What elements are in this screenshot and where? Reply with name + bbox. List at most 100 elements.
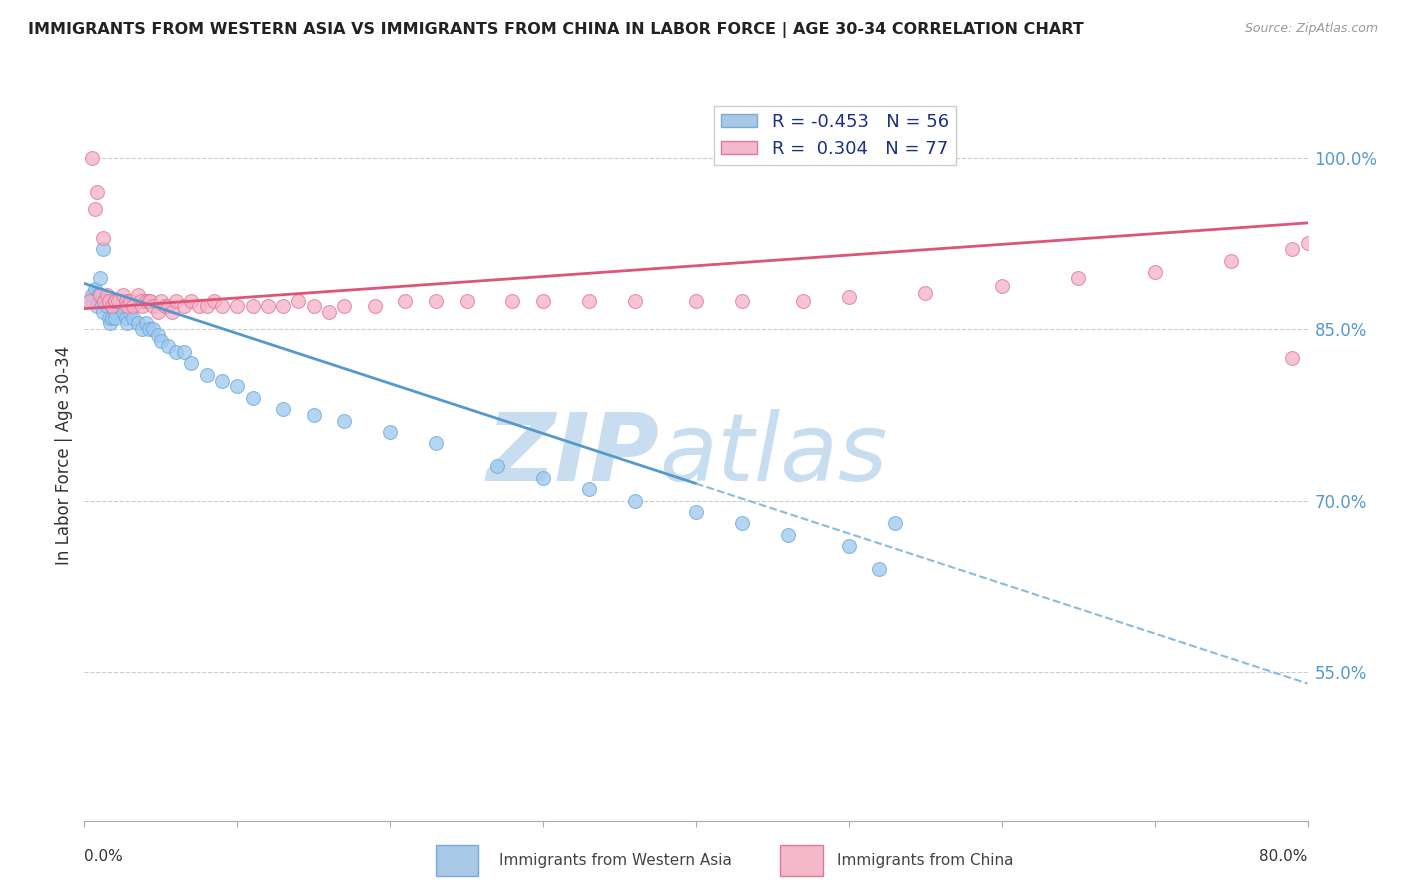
Point xyxy=(84,202,107,217)
Point xyxy=(138,293,160,308)
Point xyxy=(302,299,325,313)
Point xyxy=(195,368,218,382)
Point xyxy=(425,293,447,308)
Point xyxy=(101,299,124,313)
Point xyxy=(122,299,145,313)
Point xyxy=(883,516,905,531)
Point xyxy=(114,310,136,325)
FancyBboxPatch shape xyxy=(780,846,823,876)
Point xyxy=(87,288,110,302)
Point xyxy=(120,293,142,308)
Point xyxy=(98,317,121,331)
Point xyxy=(86,299,108,313)
Point xyxy=(80,288,103,302)
Point xyxy=(869,562,891,576)
Point xyxy=(157,339,180,353)
Point xyxy=(287,293,309,308)
Point xyxy=(157,299,180,313)
Point xyxy=(91,242,114,256)
Point xyxy=(111,288,134,302)
Point xyxy=(127,288,149,302)
Text: Immigrants from Western Asia: Immigrants from Western Asia xyxy=(499,854,733,868)
Point xyxy=(531,471,554,485)
Point xyxy=(1343,334,1365,348)
Point xyxy=(991,278,1014,293)
Point xyxy=(333,414,356,428)
Point xyxy=(146,327,169,342)
Point xyxy=(89,288,111,302)
Point xyxy=(80,151,103,165)
Point xyxy=(1312,231,1334,245)
Point xyxy=(333,299,356,313)
Point xyxy=(1372,345,1395,359)
Point xyxy=(271,402,294,417)
Point xyxy=(624,493,647,508)
Point xyxy=(142,322,165,336)
Point xyxy=(101,310,124,325)
Point xyxy=(188,299,211,313)
Point xyxy=(173,299,195,313)
Point xyxy=(531,293,554,308)
Point xyxy=(91,231,114,245)
Point xyxy=(111,305,134,319)
Point xyxy=(77,293,100,308)
Point xyxy=(131,299,153,313)
Point xyxy=(914,285,936,300)
Text: Immigrants from China: Immigrants from China xyxy=(837,854,1014,868)
Point xyxy=(104,293,127,308)
Point xyxy=(138,322,160,336)
Point xyxy=(1220,253,1243,268)
Point xyxy=(211,374,233,388)
Point xyxy=(456,293,478,308)
Point xyxy=(502,293,524,308)
Point xyxy=(114,293,136,308)
Point xyxy=(318,305,340,319)
Text: Source: ZipAtlas.com: Source: ZipAtlas.com xyxy=(1244,22,1378,36)
Point xyxy=(96,293,118,308)
Point xyxy=(131,322,153,336)
Point xyxy=(180,356,202,371)
Point xyxy=(1388,351,1406,365)
Point xyxy=(160,305,183,319)
Text: ZIP: ZIP xyxy=(486,409,659,501)
Point xyxy=(578,293,600,308)
Point xyxy=(1281,351,1303,365)
Point xyxy=(838,539,860,553)
Point xyxy=(226,299,249,313)
Point xyxy=(195,299,218,313)
Point xyxy=(142,299,165,313)
Point xyxy=(1281,242,1303,256)
Point xyxy=(135,317,157,331)
Point xyxy=(93,293,115,308)
Point xyxy=(364,299,387,313)
Point xyxy=(107,293,129,308)
Point xyxy=(1143,265,1166,279)
Point xyxy=(115,317,138,331)
Point xyxy=(104,305,127,319)
Point xyxy=(731,293,754,308)
Point xyxy=(731,516,754,531)
Point xyxy=(149,334,172,348)
Point xyxy=(257,299,280,313)
Point xyxy=(1358,345,1381,359)
Text: 0.0%: 0.0% xyxy=(84,849,124,864)
Point xyxy=(146,305,169,319)
Point xyxy=(578,482,600,496)
Point xyxy=(242,391,264,405)
Point xyxy=(89,270,111,285)
Point xyxy=(776,528,799,542)
Point xyxy=(135,293,157,308)
Point xyxy=(624,293,647,308)
Text: atlas: atlas xyxy=(659,409,887,500)
Point xyxy=(139,293,162,308)
Point xyxy=(80,293,103,308)
Point xyxy=(97,293,120,308)
Point xyxy=(97,310,120,325)
Point xyxy=(165,293,187,308)
FancyBboxPatch shape xyxy=(436,846,478,876)
Point xyxy=(685,293,707,308)
Point xyxy=(173,345,195,359)
Point xyxy=(111,299,134,313)
Point xyxy=(226,379,249,393)
Point xyxy=(86,185,108,199)
